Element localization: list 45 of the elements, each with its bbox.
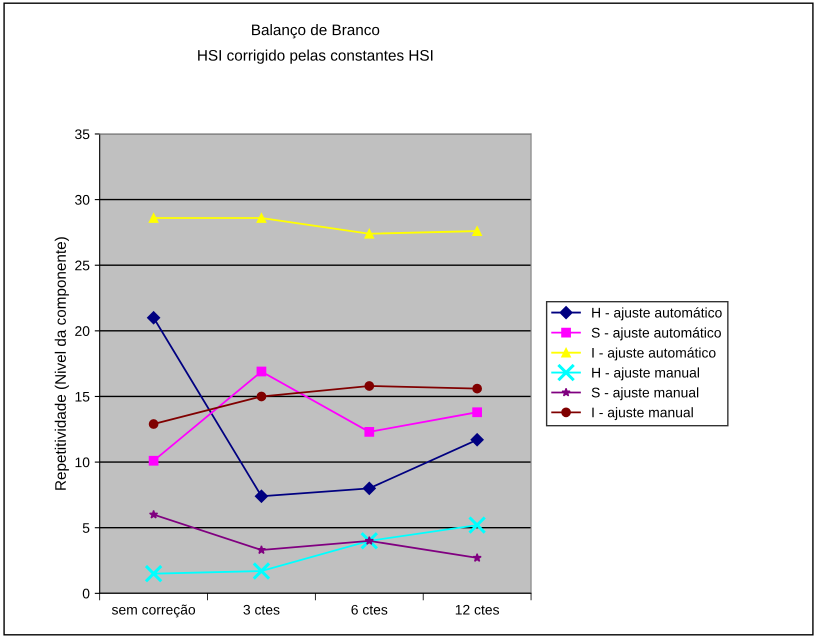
point bbox=[256, 545, 266, 554]
point bbox=[472, 384, 482, 394]
point bbox=[470, 433, 484, 446]
point bbox=[364, 381, 374, 391]
point bbox=[472, 226, 482, 236]
y-tick-label: 10 bbox=[76, 457, 90, 468]
y-tick-label: 25 bbox=[75, 260, 90, 270]
legend-label: I - ajuste automático bbox=[592, 347, 716, 360]
point bbox=[364, 228, 374, 239]
point bbox=[148, 419, 158, 429]
legend-label: H - ajuste automático bbox=[592, 307, 722, 320]
y-tick-label: 30 bbox=[75, 194, 90, 205]
point bbox=[144, 564, 163, 583]
point bbox=[256, 392, 266, 402]
point bbox=[364, 536, 374, 545]
legend-label: H - ajuste manual bbox=[592, 367, 699, 380]
point bbox=[252, 562, 271, 580]
point bbox=[254, 490, 268, 503]
point bbox=[148, 456, 158, 466]
x-tick-label: 12 ctes bbox=[456, 604, 500, 615]
point bbox=[468, 516, 486, 534]
x-tick-label: 3 ctes bbox=[243, 604, 280, 615]
point bbox=[256, 366, 266, 376]
point bbox=[148, 510, 158, 519]
point bbox=[364, 427, 374, 437]
point bbox=[472, 553, 482, 562]
point bbox=[360, 532, 378, 550]
legend-label: S - ajuste manual bbox=[592, 387, 698, 400]
y-tick-label: 20 bbox=[75, 326, 90, 336]
point bbox=[472, 407, 482, 418]
x-tick-label: sem correção bbox=[112, 604, 196, 618]
y-axis-title: Repetitividade (Nivel da componente) bbox=[54, 237, 69, 490]
legend-label: S - ajuste automático bbox=[592, 327, 721, 340]
chart-title: Balanço de Branco bbox=[252, 24, 380, 38]
point bbox=[147, 311, 160, 324]
point bbox=[256, 213, 266, 223]
y-tick-label: 0 bbox=[82, 588, 90, 599]
point bbox=[148, 213, 158, 223]
y-tick-label: 15 bbox=[76, 392, 90, 402]
chart-subtitle: HSI corrigido pelas constantes HSI bbox=[198, 50, 432, 64]
point bbox=[362, 482, 376, 495]
y-tick-label: 5 bbox=[82, 523, 90, 533]
y-tick-label: 35 bbox=[75, 129, 90, 140]
legend-label: I - ajuste manual bbox=[592, 407, 693, 420]
x-tick-label: 6 ctes bbox=[351, 604, 388, 615]
